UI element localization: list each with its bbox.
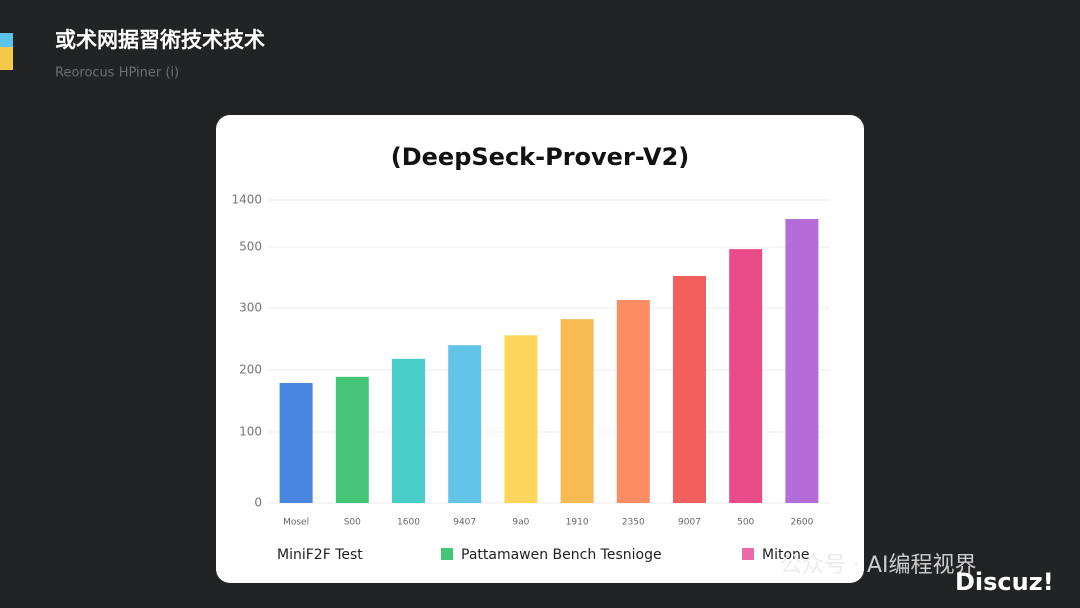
- x-tick-label: 9407: [453, 518, 476, 528]
- legend-label: Mitone: [762, 547, 810, 563]
- y-tick-label: 200: [239, 363, 262, 377]
- watermark-site: Discuz!: [955, 568, 1054, 596]
- slide-subtitle: Reorocus HPiner (i): [55, 66, 179, 81]
- chart-title: (DeepSeck-Prover-V2): [391, 143, 689, 171]
- bar: [448, 345, 482, 503]
- chart-card: [216, 115, 864, 583]
- plot: 0 100 200 300 500 1400 Mosel S00 1600 9407 9a0 1910…: [231, 193, 830, 563]
- x-tick-label: 1600: [397, 518, 420, 528]
- y-tick-label: 1400: [231, 193, 262, 207]
- x-tick-label: 500: [737, 518, 754, 528]
- bar: [335, 376, 369, 503]
- y-tick-label: 0: [254, 496, 262, 510]
- bar: [504, 335, 538, 503]
- y-tick-label: 300: [239, 301, 262, 315]
- legend-label: Pattamawen Bench Tesnioge: [461, 547, 662, 563]
- bar: [673, 275, 706, 503]
- bar: [560, 319, 594, 503]
- x-tick-label: 9007: [678, 518, 701, 528]
- legend-label: MiniF2F Test: [277, 547, 363, 563]
- accent-blue: [0, 33, 13, 47]
- bar: [279, 383, 313, 503]
- x-tick-label: 2350: [622, 518, 645, 528]
- x-tick-label: 2600: [790, 518, 813, 528]
- legend-swatch: [441, 548, 453, 560]
- accent-yellow: [0, 47, 13, 70]
- x-tick-label: 9a0: [512, 518, 529, 528]
- x-tick-label: S00: [344, 518, 361, 528]
- y-tick-label: 100: [239, 425, 262, 439]
- slide-title: 或术网据習術技术技术: [55, 28, 265, 52]
- bar: [729, 249, 763, 503]
- bar: [785, 219, 819, 503]
- x-tick-label: 1910: [566, 518, 589, 528]
- watermark-account: 公众号 · AI编程视界: [780, 553, 977, 578]
- bar: [616, 300, 650, 503]
- y-tick-label: 500: [239, 240, 262, 254]
- legend-swatch: [742, 548, 754, 560]
- bar: [392, 358, 425, 503]
- x-tick-label: Mosel: [283, 518, 309, 528]
